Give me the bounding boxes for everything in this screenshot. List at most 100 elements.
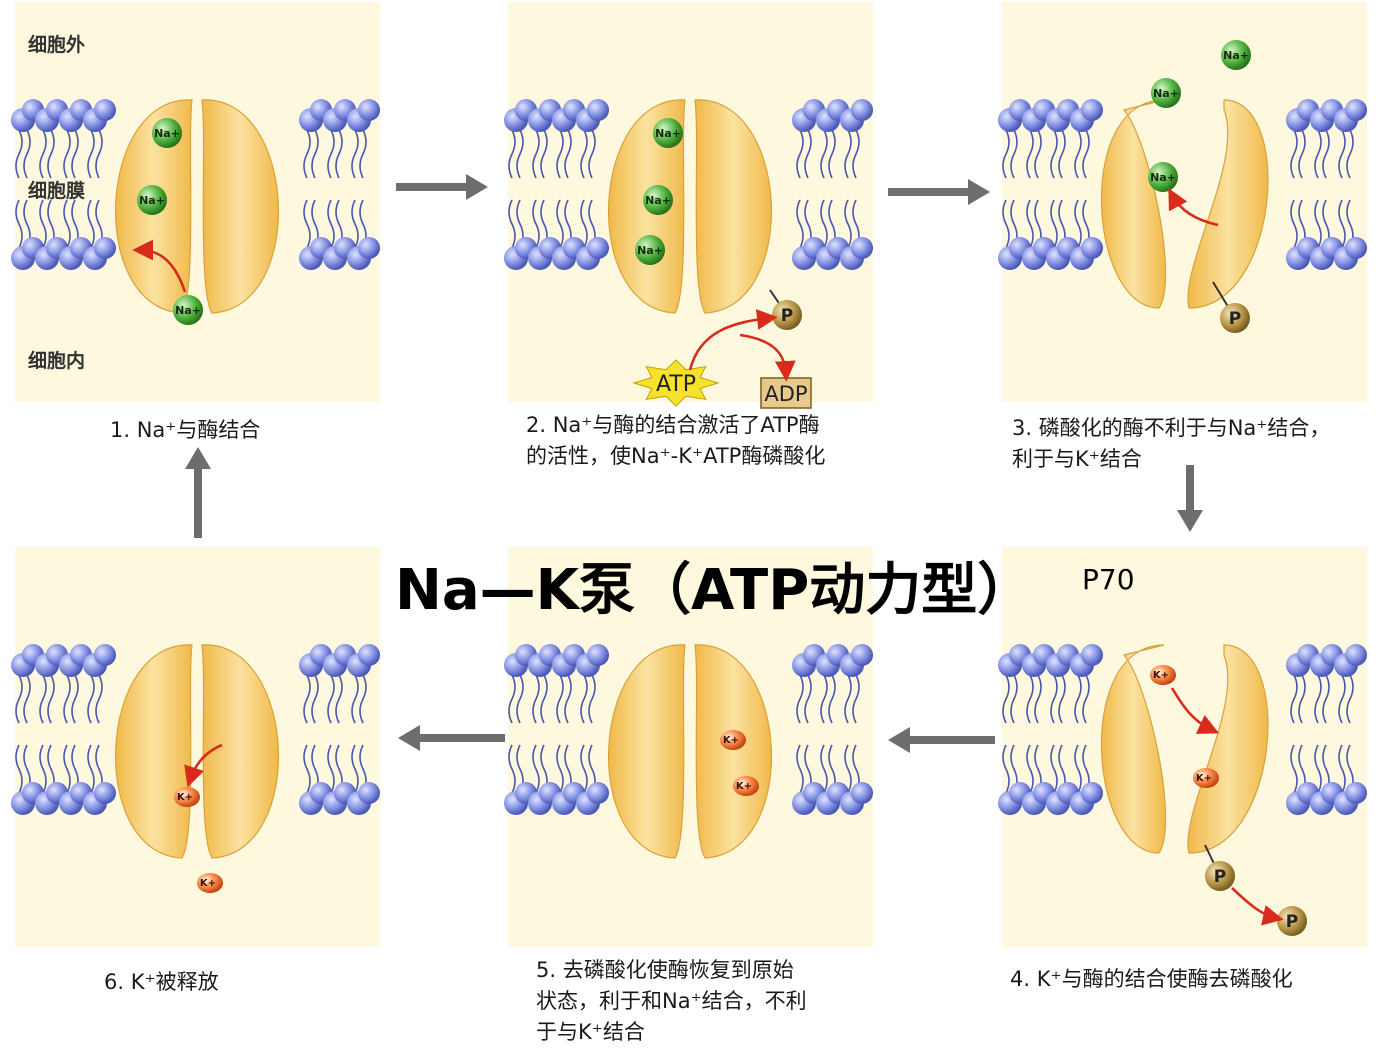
- pump-protein-right: [1187, 644, 1269, 854]
- pump-protein-right: [694, 644, 773, 859]
- lipid-tail: [87, 129, 103, 249]
- arrow-step5-to-step6: [398, 725, 505, 751]
- lipid-tail: [556, 129, 572, 249]
- sodium-ion: Na+: [653, 118, 683, 148]
- k-ion-label: K+: [1153, 670, 1169, 681]
- lipid-tail: [1338, 674, 1354, 794]
- k-ion-label: K+: [723, 735, 739, 746]
- adp-molecule: ADP: [760, 377, 812, 409]
- lipid-tail: [327, 129, 343, 249]
- lipid-tail: [351, 674, 367, 794]
- lipid-head: [1345, 782, 1367, 804]
- lipid-tail: [844, 674, 860, 794]
- lipid-tail: [1050, 129, 1066, 249]
- atp-molecule: ATP: [632, 359, 720, 407]
- flow-arrows: [185, 174, 1203, 753]
- phosphate-label: P: [1286, 912, 1298, 932]
- lipid-tail: [820, 674, 836, 794]
- lipid-tail: [532, 129, 548, 249]
- step-1-caption: 1. Na⁺与酶结合: [110, 418, 261, 442]
- phosphate-sphere: [1205, 861, 1235, 891]
- sodium-ion: Na+: [1148, 162, 1178, 192]
- na-ion-sphere: [653, 118, 683, 148]
- lipid-head: [1345, 644, 1367, 666]
- movement-arrow: [1170, 687, 1220, 734]
- k-ion-label: K+: [200, 878, 216, 889]
- arrow-step2-to-step3: [888, 179, 990, 205]
- lipid-tail: [63, 129, 79, 249]
- k-ion-sphere: [174, 787, 200, 807]
- step-panels: Na+ Na+ Na+ Na+ Na+ Na+ P ATP ADP Na+ Na+ Na+ P K+ K+ P…: [11, 2, 1367, 947]
- lipid-head: [94, 644, 116, 666]
- pump-protein-right: [201, 644, 280, 859]
- pump-protein-right: [1187, 99, 1269, 309]
- lipid-head: [94, 782, 116, 804]
- phosphate-group: P: [1204, 844, 1235, 891]
- na-ion-label: Na+: [1150, 171, 1176, 184]
- k-ion-label: K+: [177, 792, 193, 803]
- pump-protein-left: [1100, 644, 1167, 854]
- sodium-ion: Na+: [643, 185, 673, 215]
- lipid-head: [587, 782, 609, 804]
- lipid-tail: [1002, 129, 1018, 249]
- lipid-tail: [1314, 129, 1330, 249]
- lipid-head: [851, 237, 873, 259]
- step-6-panel: K+ K+: [11, 547, 380, 947]
- lipid-tail: [303, 674, 319, 794]
- phosphate-group: P: [769, 289, 802, 330]
- flow-arrow-shape: [396, 174, 488, 200]
- step-3-panel: Na+ Na+ Na+ P: [998, 2, 1367, 402]
- na-ion-label: Na+: [655, 127, 681, 140]
- lipid-head: [1081, 782, 1103, 804]
- potassium-ion: K+: [1193, 768, 1219, 788]
- na-ion-label: Na+: [1153, 87, 1179, 100]
- lipid-tail: [1074, 674, 1090, 794]
- adp-label: ADP: [764, 382, 807, 406]
- pump-protein-right: [694, 99, 773, 314]
- phosphate-group: P: [1277, 906, 1307, 936]
- lipid-tail: [1026, 129, 1042, 249]
- step-2-caption: 2. Na⁺与酶的结合激活了ATP酶 的活性，使Na⁺-K⁺ATP酶磷酸化: [526, 413, 826, 468]
- arrow-step6-to-step1: [185, 447, 211, 538]
- na-ion-sphere: [643, 185, 673, 215]
- flow-arrow-shape: [1177, 465, 1203, 532]
- step-4-caption: 4. K⁺与酶的结合使酶去磷酸化: [1010, 967, 1293, 991]
- na-ion-sphere: [1221, 40, 1251, 70]
- step-5-caption: 5. 去磷酸化使酶恢复到原始 状态，利于和Na⁺结合，不利 于与K⁺结合: [536, 958, 807, 1044]
- lipid-tail: [303, 129, 319, 249]
- movement-arrow: [1231, 887, 1284, 926]
- k-ion-sphere: [197, 873, 223, 893]
- phosphate-group: P: [1212, 281, 1250, 333]
- sodium-ion: Na+: [1221, 40, 1251, 70]
- lipid-tail: [508, 674, 524, 794]
- lipid-tail: [508, 129, 524, 249]
- movement-arrow: [688, 309, 778, 371]
- flow-arrow-shape: [185, 447, 211, 538]
- pump-protein-right: [201, 99, 280, 314]
- step-4-panel: K+ K+ P P: [998, 547, 1367, 947]
- phosphate-sphere: [1277, 906, 1307, 936]
- movement-arrow: [1168, 188, 1219, 227]
- lipid-head: [358, 237, 380, 259]
- na-ion-sphere: [173, 295, 203, 325]
- lipid-tail: [1050, 674, 1066, 794]
- region-label-outside: 细胞外: [28, 34, 86, 56]
- lipid-tail: [556, 674, 572, 794]
- lipid-tail: [796, 674, 812, 794]
- arrow-step4-to-step5: [888, 727, 995, 753]
- na-ion-label: Na+: [139, 194, 165, 207]
- lipid-tail: [1290, 129, 1306, 249]
- lipid-head: [587, 99, 609, 121]
- na-ion-sphere: [635, 235, 665, 265]
- potassium-ion: K+: [733, 776, 759, 796]
- potassium-ion: K+: [720, 730, 746, 750]
- k-ion-label: K+: [1196, 773, 1212, 784]
- potassium-ion: K+: [174, 787, 200, 807]
- k-ion-sphere: [1150, 665, 1176, 685]
- sodium-ion: Na+: [173, 295, 203, 325]
- na-ion-label: Na+: [1223, 49, 1249, 62]
- na-ion-sphere: [152, 118, 182, 148]
- flow-arrow-shape: [888, 727, 995, 753]
- lipid-tail: [1338, 129, 1354, 249]
- lipid-tail: [87, 674, 103, 794]
